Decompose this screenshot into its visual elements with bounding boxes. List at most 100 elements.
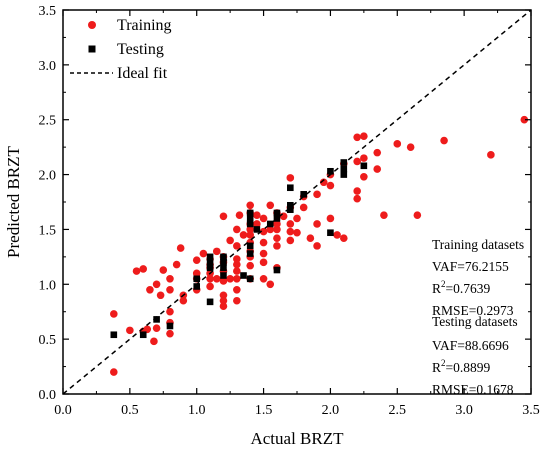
training-point — [413, 211, 422, 219]
testing-point — [246, 215, 254, 222]
training-vaf: VAF=76.2155 — [432, 259, 509, 274]
training-point — [273, 234, 281, 243]
testing-point — [246, 250, 254, 257]
training-point — [132, 267, 141, 275]
training-point — [520, 115, 529, 124]
testing-point — [273, 215, 281, 222]
training-point — [306, 234, 315, 243]
training-point — [110, 368, 118, 376]
testing-point — [287, 201, 294, 209]
training-point — [259, 214, 268, 223]
training-point — [226, 275, 234, 283]
y-tick-label: 2.0 — [39, 169, 57, 184]
training-point — [233, 255, 241, 263]
testing-point — [206, 298, 214, 306]
legend-testing-label: Testing — [117, 41, 164, 58]
x-tick-label: 2.5 — [389, 403, 407, 418]
training-r2-superscript: 2 — [441, 279, 446, 289]
testing-r2-prefix: R — [432, 360, 441, 375]
training-point — [246, 225, 254, 234]
legend-training-marker — [88, 21, 96, 29]
training-point — [259, 249, 268, 258]
training-point — [226, 236, 234, 245]
testing-point — [240, 272, 247, 279]
training-point — [273, 225, 281, 234]
training-point — [286, 174, 295, 182]
training-point — [166, 307, 174, 316]
training-point — [143, 325, 152, 334]
x-tick-label: 0.5 — [121, 403, 139, 418]
training-point — [179, 296, 188, 305]
testing-point — [327, 167, 334, 175]
training-point — [206, 275, 214, 283]
training-datasets-header: Training datasets — [432, 237, 524, 252]
x-tick-label: 1.0 — [188, 403, 206, 418]
training-point — [139, 265, 148, 273]
x-tick-label: 3.5 — [522, 403, 540, 418]
training-point — [353, 133, 361, 142]
training-point — [219, 277, 228, 285]
testing-point — [340, 171, 348, 178]
training-point — [266, 201, 275, 210]
testing-point — [266, 220, 274, 228]
testing-point — [220, 253, 227, 261]
testing-point — [300, 191, 307, 198]
training-point — [166, 275, 174, 283]
training-r2-prefix: R — [432, 281, 441, 296]
training-point — [172, 260, 181, 269]
training-point — [393, 140, 402, 148]
training-point — [176, 244, 185, 252]
x-tick-label: 2.0 — [322, 403, 340, 418]
training-point — [259, 258, 268, 267]
testing-point — [110, 331, 118, 339]
training-point — [406, 143, 415, 151]
testing-vaf: VAF=88.6696 — [432, 338, 509, 353]
training-point — [266, 280, 275, 289]
training-point — [212, 247, 221, 256]
training-point — [253, 220, 261, 228]
legend-ideal-label: Ideal fit — [117, 65, 168, 82]
training-point — [360, 132, 368, 140]
x-tick-label: 0.0 — [54, 403, 72, 418]
y-tick-label: 2.5 — [39, 114, 57, 129]
training-point — [156, 291, 165, 300]
training-point — [206, 282, 214, 291]
testing-point — [220, 264, 227, 272]
training-point — [212, 275, 221, 283]
training-point — [313, 242, 321, 250]
training-point — [246, 261, 254, 270]
training-point — [273, 220, 281, 228]
training-point — [313, 220, 321, 228]
training-point — [259, 238, 268, 247]
training-point — [353, 157, 361, 166]
legend: Training Testing Ideal fit — [70, 17, 172, 82]
training-point — [233, 242, 241, 250]
testing-point — [206, 253, 214, 261]
axis-ticks: 0.0 0.5 1.0 1.5 2.0 2.5 3.0 3.5 0.0 0.5 1.0 1.5 2.0 2… — [39, 4, 540, 418]
testing-point — [287, 206, 294, 213]
x-axis-title: Actual BRZT — [250, 429, 344, 448]
training-point — [259, 227, 268, 236]
training-point — [353, 187, 361, 195]
testing-point — [193, 275, 201, 283]
testing-point — [246, 220, 254, 228]
training-point — [373, 148, 382, 157]
testing-point — [193, 283, 201, 290]
testing-point — [340, 159, 348, 166]
training-point — [360, 154, 368, 162]
training-point — [380, 211, 388, 219]
training-point — [259, 275, 268, 283]
training-r2: R2=0.7639 — [432, 279, 491, 296]
testing-point — [153, 316, 160, 323]
training-point — [192, 256, 201, 264]
training-point — [293, 228, 301, 237]
training-point — [219, 302, 228, 311]
testing-point — [253, 226, 261, 233]
training-point — [152, 324, 161, 332]
training-point — [110, 310, 118, 318]
training-point — [126, 326, 134, 335]
training-point — [313, 190, 321, 199]
training-point — [319, 178, 328, 187]
training-point — [253, 211, 261, 219]
